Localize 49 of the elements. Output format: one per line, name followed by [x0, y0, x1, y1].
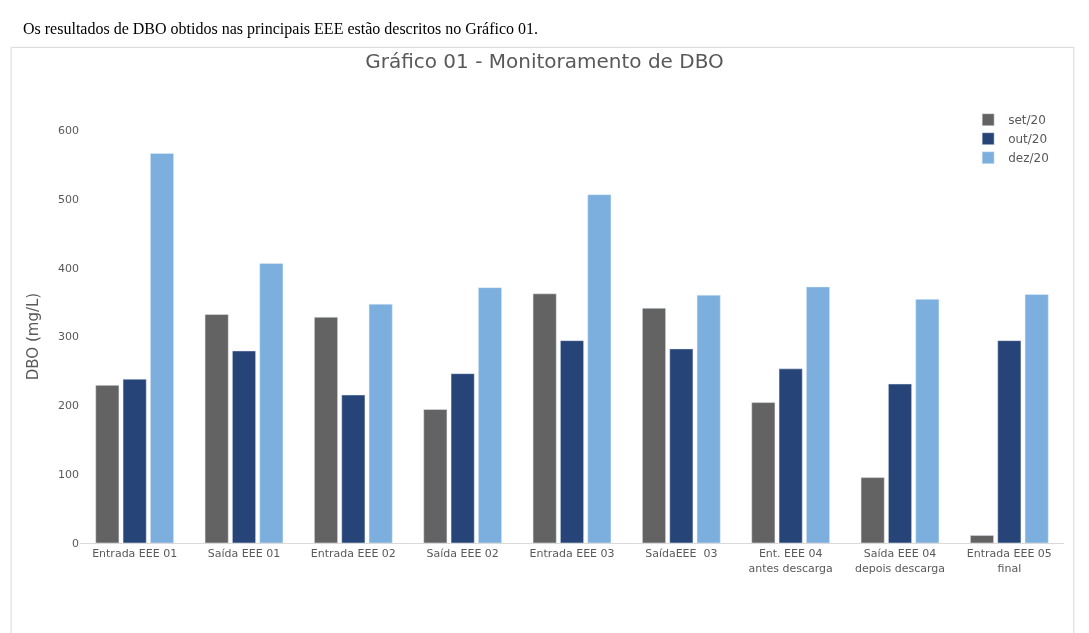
bar [95, 385, 120, 543]
y-tick-label: 300 [58, 330, 79, 344]
bar [314, 316, 338, 543]
bar [1024, 294, 1049, 543]
bar [122, 378, 147, 543]
bar [860, 477, 885, 543]
bar [587, 194, 612, 543]
bar [669, 348, 694, 543]
bar [888, 383, 912, 543]
bar [150, 153, 174, 543]
bar [450, 373, 475, 543]
x-tick-label: Entrada EEE 03 [529, 547, 615, 561]
chart-title: Gráfico 01 - Monitoramento de DBO [365, 48, 724, 73]
bar [341, 394, 366, 543]
y-tick-label: 600 [58, 123, 79, 137]
bar [532, 293, 557, 543]
bar [642, 308, 666, 543]
x-tick-label: Entrada EEE 02 [310, 547, 396, 561]
bar [778, 368, 803, 543]
x-tick-label: Ent. EEE 04 antes descarga [748, 547, 833, 575]
x-tick-label: Entrada EEE 05 final [966, 547, 1052, 575]
bar [259, 263, 284, 543]
bar [696, 294, 721, 543]
x-tick-label: Saída EEE 04 depois descarga [854, 547, 946, 575]
y-tick-label: 500 [58, 192, 79, 206]
bar [806, 286, 830, 543]
bar [915, 299, 940, 543]
y-tick-label: 100 [58, 468, 79, 482]
y-axis-title: DBO (mg/L) [24, 292, 43, 381]
y-tick-label: 400 [58, 261, 79, 275]
bar [970, 535, 994, 543]
x-tick-label: Saída EEE 02 [426, 547, 499, 561]
x-tick-label: Saída EEE 01 [207, 547, 281, 561]
bar [204, 314, 229, 543]
bar [232, 350, 256, 543]
bar [751, 402, 776, 543]
bar [478, 287, 502, 543]
bar [560, 340, 584, 543]
legend-label: out/20 [1008, 132, 1048, 147]
text: Os resultados de DBO obtidos nas principais EEE estão descritos no Gráfico 01. [23, 20, 539, 38]
x-tick-label: SaídaEEE 03 [645, 547, 718, 561]
bar [368, 303, 393, 543]
bar [997, 340, 1022, 543]
x-tick-label: Entrada EEE 01 [92, 547, 178, 561]
bar [423, 409, 448, 543]
legend-label: set/20 [1008, 113, 1046, 128]
y-tick-label: 0 [72, 536, 79, 550]
y-tick-label: 200 [58, 399, 79, 413]
legend-label: dez/20 [1008, 151, 1049, 166]
